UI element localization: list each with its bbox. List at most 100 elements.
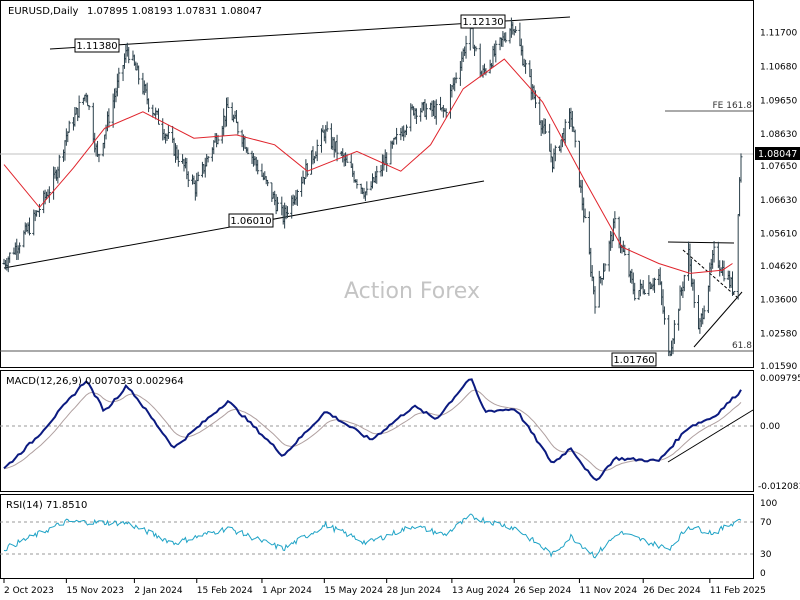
ohlc-readout: 1.07895 1.08193 1.07831 1.08047 [87,6,262,17]
time-axis: 2 Oct 2023 15 Nov 2023 2 Jan 2024 15 Feb 20… [3,579,766,596]
rsi-layer [3,513,742,559]
annotation-1-01760: 1.01760 [611,352,657,367]
price-bar [603,263,607,272]
macd-tick-top: 0.009795 [760,374,800,384]
price-tick-label: 1.11700 [760,29,797,39]
price-panel-frame [0,0,754,368]
rsi-line [3,513,742,559]
price-bar [137,65,141,85]
time-tick-label: 2 Jan 2024 [134,586,182,596]
price-bar [325,121,329,132]
price-bar [365,181,369,196]
time-tick-label: 15 Nov 2023 [66,586,124,596]
price-bar [504,32,508,43]
price-axis: 1.11700 1.10680 1.09650 1.08630 1.07650 1.066… [760,29,797,372]
annotation-label: 1.06010 [230,216,271,227]
time-tick-label: 11 Feb 2025 [710,586,766,596]
price-bar [176,149,180,167]
price-bar [738,177,742,217]
time-tick-label: 1 Apr 2024 [262,586,312,596]
price-bar [8,252,12,263]
price-bar [305,163,309,177]
triangle-top-line [667,241,735,244]
price-bar [573,129,577,148]
price-bar [156,108,160,125]
price-bar [677,308,681,331]
time-tick-label: 15 May 2024 [324,586,383,596]
price-bar [444,108,448,118]
rsi-tick-70: 70 [760,518,772,528]
price-bar [739,153,743,183]
price-bar [514,26,518,34]
price-bar [206,155,210,163]
moving-average-line [3,58,733,274]
rsi-panel-frame [0,494,754,579]
price-bar [375,165,379,184]
price-bar [563,119,567,146]
price-tick-label: 1.05610 [760,229,797,239]
macd-signal-line [3,389,742,472]
triangle-dash-line [682,249,739,299]
price-tick-label: 1.07650 [760,162,797,172]
annotation-1-12130: 1.12130 [460,14,506,29]
annotation-label: 1.11380 [76,41,117,52]
price-bar [385,152,389,172]
price-bar [722,260,726,282]
price-bar [736,214,740,300]
price-bar [643,289,647,295]
price-bar [315,139,319,162]
annotation-label: 1.12130 [462,17,503,28]
price-bar [613,211,617,229]
price-bar [593,286,597,314]
rsi-tick-0: 0 [760,569,766,579]
price-bar [712,241,716,263]
price-bar [226,97,230,109]
time-tick-label: 13 Aug 2024 [452,586,510,596]
price-tick-label: 1.06630 [760,196,797,206]
price-bar [18,242,22,254]
price-bar [474,46,478,52]
price-tick-label: 1.03600 [760,296,797,306]
macd-line [3,378,742,482]
price-bar [285,206,289,219]
price-bar [186,171,190,188]
time-tick-label: 15 Feb 2024 [197,586,253,596]
price-bar [732,291,736,295]
triangle-bottom-line [693,291,743,348]
macd-panel-title: MACD(12,26,9) 0.007033 0.002964 [6,376,184,387]
price-bar [464,35,468,59]
price-bar [28,217,32,236]
price-tick-label: 1.08630 [760,130,797,140]
price-tick-label: 1.01590 [760,362,797,372]
price-bar [623,244,627,256]
macd-panel-frame [0,370,754,492]
time-tick-label: 26 Sep 2024 [514,586,571,596]
price-bar [553,145,557,162]
price-bar [543,118,547,134]
level-61-label: 61.8 [732,341,752,351]
annotation-1-06010: 1.06010 [228,213,274,228]
price-bar [682,274,686,292]
annotation-1-11380: 1.11380 [74,38,120,53]
price-bar [236,121,240,135]
macd-layer [3,378,742,482]
price-tick-label: 1.09650 [760,96,797,106]
price-bar [335,134,339,162]
price-bar [414,108,418,124]
rsi-tick-100: 100 [760,499,777,509]
price-bar [454,72,458,84]
price-bar [266,179,270,187]
price-bar [692,279,696,308]
price-bar [276,196,280,212]
time-tick-label: 28 Jun 2024 [387,586,441,596]
price-bar [633,282,637,301]
price-bar [127,46,131,64]
price-bar [494,40,498,63]
macd-trendline [667,409,754,463]
current-price-label: 1.08047 [758,149,797,160]
price-bar [117,67,121,89]
annotation-label: 1.01760 [613,355,654,366]
fe-161-label: FE 161.8 [713,101,753,111]
price-bar [196,171,200,182]
